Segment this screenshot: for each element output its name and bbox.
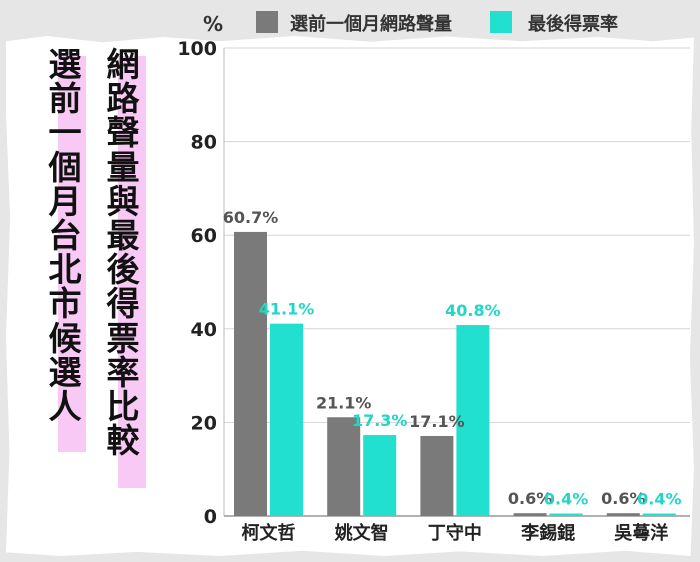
y-tick-label: 100 [177, 38, 217, 60]
bar-series-2 [363, 435, 397, 516]
legend-swatch-series-1 [256, 11, 278, 33]
chart-subtitle: 選前一個月台北市候選人 [48, 45, 82, 427]
data-label: 17.3% [352, 411, 408, 430]
bar-series-2 [456, 325, 490, 516]
legend-label-series-1: 選前一個月網路聲量 [290, 13, 452, 35]
bar-series-2 [270, 323, 303, 516]
bar-series-1 [513, 513, 547, 516]
data-label: 0.6% [601, 489, 645, 508]
bar-series-2 [549, 513, 583, 516]
x-tick-label: 吳蕚洋 [614, 522, 668, 544]
y-tick-label: 0 [204, 506, 217, 528]
title-highlight-b [58, 56, 86, 452]
title-highlight-a [118, 56, 146, 488]
bars [234, 231, 676, 516]
x-tick-label: 丁守中 [428, 522, 482, 544]
data-label: 0.4% [637, 490, 681, 509]
legend-label-series-2: 最後得票率 [528, 13, 618, 35]
data-label: 17.1% [409, 412, 465, 431]
data-label: 21.1% [316, 393, 372, 412]
bar-series-1 [606, 513, 640, 516]
x-tick-label: 姚文智 [334, 522, 389, 544]
x-tick-label: 柯文哲 [242, 522, 296, 544]
bar-series-2 [642, 513, 676, 516]
y-tick-label: 60 [191, 225, 217, 247]
data-label: 60.7% [223, 208, 279, 227]
x-tick-label: 李錫錕 [520, 522, 575, 544]
chart-legend: % 選前一個月網路聲量 最後得票率 [203, 11, 618, 36]
bar-series-1 [327, 417, 361, 516]
y-unit-label: % [203, 12, 223, 36]
data-label: 0.6% [508, 489, 552, 508]
y-tick-label: 40 [191, 319, 217, 341]
value-labels: 60.7%41.1%21.1%17.3% 17.1%40.8%0.6%0.4% 0.… [223, 208, 682, 509]
bar-series-1 [234, 231, 267, 516]
data-label: 41.1% [259, 300, 315, 319]
data-label: 40.8% [445, 301, 501, 320]
data-label: 0.4% [544, 490, 588, 509]
y-tick-label: 80 [191, 132, 217, 154]
y-tick-label: 20 [191, 412, 217, 434]
chart-title: 網路聲量與最後得票率比較 [106, 45, 140, 461]
bar-series-1 [420, 435, 454, 516]
x-axis: 柯文哲 姚文智 丁守中 李錫錕 吳蕚洋 [242, 522, 669, 544]
legend-swatch-series-2 [490, 11, 512, 33]
